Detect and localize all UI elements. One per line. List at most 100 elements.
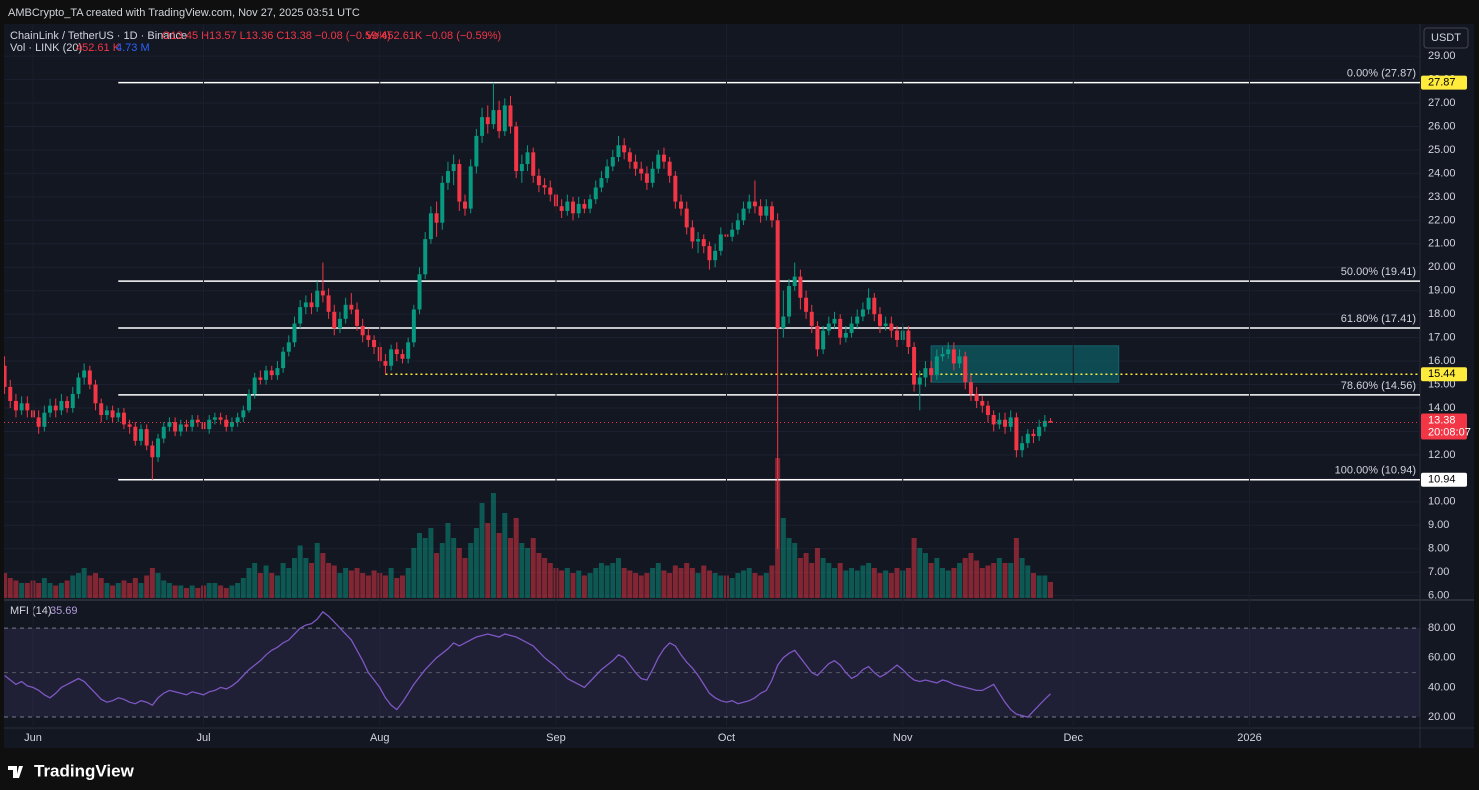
volume-bar <box>297 545 303 598</box>
volume-bar <box>837 563 843 598</box>
chart-area <box>4 24 1474 748</box>
y-tick-label: 8.00 <box>1428 543 1449 555</box>
volume-bar <box>780 518 786 598</box>
volume-bar <box>559 570 565 598</box>
candle-body <box>195 419 200 423</box>
volume-bar <box>343 568 349 598</box>
volume-bar <box>672 565 678 598</box>
candle-body <box>59 400 64 411</box>
candle-body <box>1042 420 1047 427</box>
candle-body <box>735 220 740 230</box>
candle-body <box>1025 433 1030 444</box>
candle-body <box>82 370 87 378</box>
candle-body <box>548 187 553 195</box>
mfi-tick-label: 80.00 <box>1428 622 1456 634</box>
volume-bar <box>809 563 815 598</box>
candle-body <box>883 323 888 326</box>
candle-body <box>536 175 541 186</box>
candle-body <box>366 335 371 340</box>
candle-body <box>156 438 161 458</box>
volume-bar <box>371 570 377 598</box>
candle-body <box>752 201 757 207</box>
candle-body <box>912 347 917 385</box>
candle-body <box>19 403 24 411</box>
candle-body <box>718 234 723 251</box>
candle-body <box>99 403 104 416</box>
candle-body <box>838 318 843 338</box>
mfi-tick-label: 20.00 <box>1428 711 1456 723</box>
y-tick-label: 18.00 <box>1428 308 1456 320</box>
y-tick-label: 21.00 <box>1428 238 1456 250</box>
volume-bar <box>1030 573 1036 598</box>
y-tick-label: 15.00 <box>1428 378 1456 390</box>
candle-body <box>667 161 672 176</box>
volume-bar <box>934 558 940 598</box>
candle-body <box>741 208 746 221</box>
volume-bar <box>610 563 616 598</box>
candle-body <box>895 330 900 340</box>
candle-body <box>144 429 149 446</box>
price-tag <box>1421 367 1467 382</box>
volume-bar <box>797 558 803 598</box>
candle-body <box>701 239 706 247</box>
candle-body <box>639 168 644 174</box>
volume-bar <box>320 553 326 598</box>
volume-bar <box>985 565 991 598</box>
volume-bar <box>860 565 866 598</box>
volume-bar <box>513 518 519 598</box>
volume-bar <box>434 553 440 598</box>
volume-bar <box>1019 558 1025 598</box>
volume-bar <box>4 573 8 598</box>
volume-bar <box>678 568 684 598</box>
volume-bar <box>689 568 695 598</box>
volume-bar <box>246 568 252 598</box>
volume-bar <box>110 585 116 598</box>
volume-bar <box>752 573 758 598</box>
candle-body <box>76 377 81 394</box>
candle-body <box>400 354 405 359</box>
volume-bar <box>968 553 974 598</box>
candle-body <box>150 445 155 458</box>
volume-bar <box>326 563 332 598</box>
volume-bar <box>957 563 963 598</box>
candle-body <box>957 356 962 364</box>
volume-bar <box>468 543 474 598</box>
vol-name: Vol · LINK (20) <box>10 42 82 54</box>
volume-bar <box>115 583 121 598</box>
volume-bar <box>428 528 434 598</box>
volume-bar <box>871 568 877 598</box>
volume-bar <box>905 568 911 598</box>
volume-bar <box>746 568 752 598</box>
candle-body <box>968 382 973 394</box>
candle-body <box>531 152 536 176</box>
volume-bar <box>650 568 656 598</box>
y-tick-label: 27.00 <box>1428 97 1456 109</box>
candle-body <box>42 412 47 427</box>
volume-bar <box>922 553 928 598</box>
x-tick-label: Aug <box>370 732 390 744</box>
volume-bar <box>75 573 81 598</box>
fib-label: 50.00% (19.41) <box>1341 266 1416 278</box>
volume-bar <box>661 570 667 598</box>
candle-body <box>502 105 507 132</box>
candle-body <box>292 323 297 343</box>
volume-bar <box>388 568 394 598</box>
volume-bar <box>655 563 661 598</box>
candle-body <box>457 164 462 202</box>
candle-body <box>235 417 240 423</box>
volume-bar <box>741 570 747 598</box>
candle-body <box>4 365 7 387</box>
volume-bar <box>229 585 235 598</box>
candle-body <box>474 135 479 167</box>
currency-box[interactable] <box>1423 27 1469 49</box>
footer-logo[interactable]: TradingView <box>34 761 135 780</box>
candle-body <box>326 295 331 312</box>
y-tick-label: 17.00 <box>1428 332 1456 344</box>
candle-body <box>588 199 593 209</box>
volume-bar <box>439 543 445 598</box>
volume-bar <box>47 583 53 598</box>
volume-bar <box>235 583 241 598</box>
volume-bar <box>570 573 576 598</box>
volume-bar <box>536 553 542 598</box>
